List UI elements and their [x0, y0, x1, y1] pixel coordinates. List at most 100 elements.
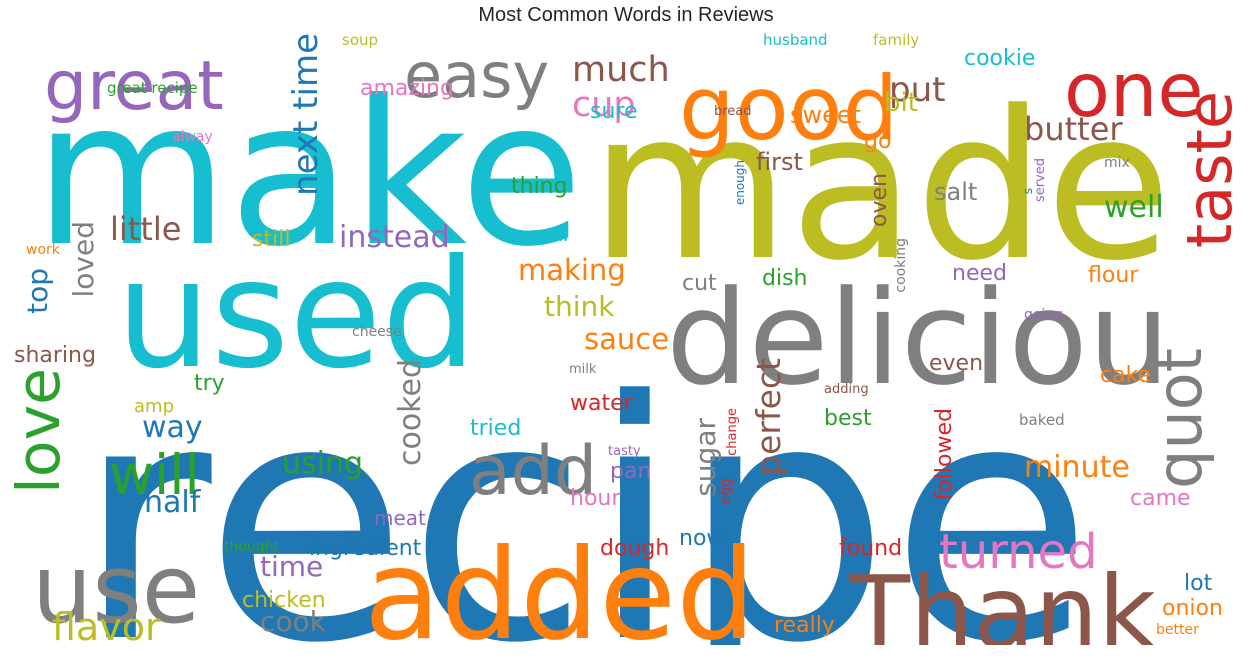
word-perfect: perfect [749, 358, 788, 476]
word-sugar: sugar [689, 418, 722, 497]
word-will: will [109, 443, 200, 507]
word-flavor: flavor [52, 605, 161, 645]
word-cheese: cheese [352, 324, 402, 340]
word-cake: cake [1100, 363, 1152, 388]
word-sure: sure [590, 99, 638, 124]
word-now: now [679, 526, 725, 551]
word-dough: dough [600, 536, 670, 561]
word-great: great [44, 47, 224, 126]
word-came: came [1130, 486, 1191, 511]
word-flour: flour [1088, 263, 1139, 288]
word-first: first [756, 148, 803, 176]
word-love: love [14, 368, 74, 494]
word-oven: oven [867, 173, 892, 227]
word-tasty: tasty [608, 444, 641, 459]
word-work: work [26, 242, 60, 258]
word-change: change [725, 408, 740, 456]
word-onion: onion [1162, 596, 1223, 621]
word-mix: mix [1104, 155, 1130, 171]
word-much: much [572, 50, 670, 90]
word-found: found [839, 536, 903, 561]
word-good: good [679, 57, 899, 160]
word-put: put [889, 70, 946, 110]
word-instead: instead [339, 220, 450, 255]
word-added: added [364, 523, 756, 645]
word-time: time [260, 550, 324, 583]
word-add: add [469, 432, 597, 511]
word-husband: husband [763, 33, 828, 49]
word-salt: salt [934, 178, 978, 206]
word-enough: enough [733, 160, 747, 206]
word-pan: pan [610, 459, 652, 484]
word-thought: thought [224, 539, 280, 555]
word-tried: tried [470, 416, 522, 441]
word-thank: Thank [849, 554, 1157, 646]
word-use: use [32, 535, 201, 645]
word-baked: baked [1019, 411, 1065, 429]
word-cookie: cookie [964, 46, 1036, 71]
word-little: little [110, 210, 182, 248]
word-ingredient: ingredient [309, 536, 422, 561]
word-meat: meat [374, 506, 426, 530]
word-cup: cup [572, 85, 636, 125]
word-know: know [532, 229, 569, 245]
word-thing: thing [511, 174, 568, 199]
word-bit: bit [884, 88, 918, 118]
word-taste: taste [1173, 91, 1238, 249]
word-deliciou: deliciou [666, 262, 1171, 414]
word-quot: quot [1143, 348, 1216, 489]
word-top: top [21, 268, 54, 314]
word-great-recipe: great recipe [107, 79, 198, 97]
word-water: water [570, 391, 633, 416]
word-half: half [144, 485, 201, 520]
word-easy: easy [404, 39, 550, 112]
word-need: need [952, 261, 1007, 286]
word-go: go [864, 129, 892, 154]
word-served: served [1033, 158, 1048, 203]
word-going: going [1024, 307, 1064, 323]
word-soup: soup [342, 33, 379, 49]
word-really: really [774, 613, 835, 638]
word-amp: amp [134, 396, 174, 417]
word-family: family [873, 33, 920, 49]
word-used: used [116, 228, 477, 402]
word-recipe: recipe [76, 331, 1094, 645]
word-butter: butter [1024, 110, 1123, 148]
word-think: think [544, 290, 615, 323]
word-chicken: chicken [242, 588, 326, 613]
word-making: making [518, 253, 626, 287]
word-followed: followed [932, 408, 957, 501]
word-bread: bread [714, 104, 752, 119]
word-next-time: next time [286, 33, 326, 196]
word-well: well [1104, 190, 1164, 225]
word-even: even [929, 351, 984, 376]
word-adding: adding [824, 382, 869, 397]
word-turned: turned [939, 524, 1098, 580]
word-better: better [1156, 622, 1199, 638]
word-sauce: sauce [584, 322, 670, 356]
word-amazing: amazing [360, 76, 454, 101]
word-cooked: cooked [393, 359, 428, 467]
word-using: using [282, 446, 364, 481]
word-still: still [252, 227, 291, 252]
word-egg: egg [718, 478, 734, 505]
word-made: made [590, 68, 1172, 306]
word-cut: cut [682, 271, 717, 296]
word-loved: loved [67, 221, 100, 298]
word-make: make [34, 58, 584, 291]
word-one: one [1064, 46, 1204, 134]
chart-title: Most Common Words in Reviews [478, 4, 774, 26]
word-milk: milk [569, 362, 597, 377]
word-try: try [194, 371, 225, 396]
word-hour: hour [570, 486, 621, 511]
word-dish: dish [762, 266, 808, 291]
word-cooking: cooking [893, 238, 909, 293]
word-sharing: sharing [14, 343, 96, 368]
word-cook: cook [260, 605, 326, 638]
word-alway: alway [172, 129, 213, 145]
word-way: way [142, 410, 203, 445]
word-lot: lot [1184, 571, 1213, 596]
word-sweet: sweet [790, 101, 862, 129]
word-best: best [824, 406, 872, 431]
word-minute: minute [1024, 450, 1130, 485]
